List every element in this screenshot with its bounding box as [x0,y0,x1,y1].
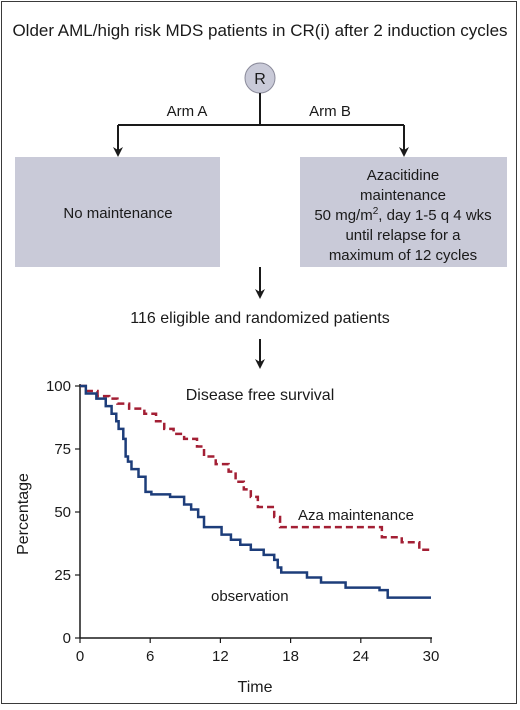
arm-a-label: Arm A [167,103,208,120]
arm-b-line-2: maintenance [360,187,446,204]
randomization-label: R [254,71,266,88]
x-tick-label: 12 [212,648,229,665]
enrollment-text: 116 eligible and randomized patients [130,310,389,327]
survival-chart: 0 6 12 18 24 30 0 25 50 75 100 Disease free surviva… [15,378,439,696]
chart-title: Disease free survival [186,387,335,404]
arm-b-line-1: Azacitidine [367,167,440,184]
y-tick-label: 50 [54,504,71,521]
arm-b-line-4: until relapse for a [345,227,461,244]
observation-annotation: observation [211,588,289,605]
arm-b-label: Arm B [309,103,351,120]
arm-a-box-text: No maintenance [63,205,172,222]
y-tick-label: 100 [46,378,71,395]
arm-b-box [300,157,507,267]
aza-maintenance-annotation: Aza maintenance [298,507,414,524]
observation-curve [80,384,431,599]
x-tick-label: 24 [352,648,369,665]
arm-b-line-5: maximum of 12 cycles [329,247,477,264]
y-tick-label: 75 [54,441,71,458]
x-axis-label: Time [238,679,273,696]
dose-superscript: 2 [373,206,379,217]
y-tick-label: 0 [63,630,71,647]
x-tick-label: 6 [146,648,154,665]
dose-schedule: , day 1-5 q 4 wks [378,207,491,224]
x-tick-label: 30 [423,648,440,665]
page-title: Older AML/high risk MDS patients in CR(i… [12,21,507,40]
arm-a-box [15,157,220,267]
arm-b-dose-line: 50 mg/m2, day 1-5 q 4 wks [314,206,491,224]
dose-value: 50 mg/m [314,207,372,224]
y-axis-label: Percentage [15,473,32,555]
x-tick-label: 0 [76,648,84,665]
aza-maintenance-curve [80,384,431,552]
x-tick-label: 18 [282,648,299,665]
y-tick-label: 25 [54,567,71,584]
